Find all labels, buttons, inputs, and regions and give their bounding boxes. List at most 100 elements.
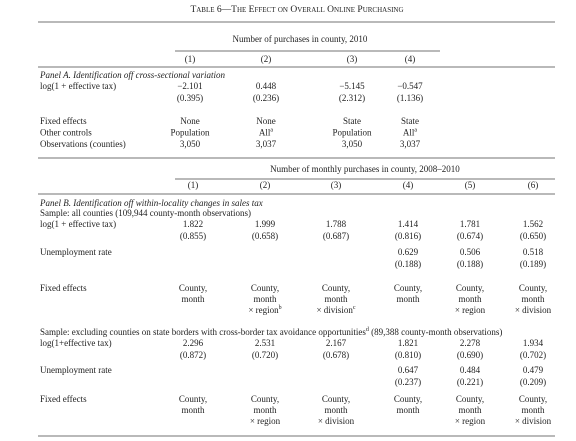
- table-cell: × region: [455, 416, 486, 426]
- estimate: 1.821: [398, 338, 418, 348]
- standard-error: (0.872): [180, 350, 206, 360]
- table-cell: × division: [318, 416, 355, 426]
- standard-error: (0.650): [520, 231, 546, 241]
- table-cell: Alla: [403, 128, 418, 138]
- table-cell: 3,037: [256, 139, 277, 149]
- estimate: 1.999: [255, 219, 276, 229]
- table-cell: County,: [251, 283, 279, 293]
- estimate: −2.101: [177, 81, 202, 91]
- table-cell: × region: [250, 416, 281, 426]
- table-cell-text: × region: [248, 305, 279, 315]
- sample-label: Sample: all counties (109,944 county-mon…: [40, 208, 251, 218]
- table-cell: County,: [456, 394, 484, 404]
- standard-error: (0.189): [520, 259, 546, 269]
- table-cell: County,: [394, 394, 422, 404]
- standard-error: (0.816): [395, 231, 421, 241]
- panel-label: Panel B. Identification off within-local…: [39, 198, 263, 208]
- footnote-mark: d: [366, 327, 369, 333]
- table-cell: × division: [515, 416, 552, 426]
- row-label: Other controls: [40, 128, 92, 138]
- row-label: log(1+effective tax): [40, 338, 112, 348]
- estimate: 1.781: [460, 219, 480, 229]
- sample-label: Sample: excluding counties on state bord…: [40, 327, 502, 337]
- standard-error: (0.855): [180, 231, 206, 241]
- table-cell: 3,050: [180, 139, 201, 149]
- standard-error: (0.658): [252, 231, 278, 241]
- estimate: 0.479: [523, 365, 544, 375]
- footnote-mark: b: [279, 305, 282, 311]
- column-number: (4): [403, 180, 414, 190]
- table-cell: month: [396, 294, 420, 304]
- table-title: Table 6—The Effect on Overall Online Pur…: [190, 5, 403, 15]
- estimate: 0.484: [460, 365, 481, 375]
- standard-error: (0.237): [395, 377, 421, 387]
- table-cell: month: [396, 405, 420, 415]
- table-cell: month: [521, 294, 545, 304]
- standard-error: (0.690): [457, 350, 483, 360]
- table-cell: County,: [322, 283, 350, 293]
- footnote-mark: a: [414, 128, 417, 134]
- row-label: log(1 + effective tax): [40, 81, 116, 91]
- table-cell: None: [256, 116, 276, 126]
- standard-error: (0.188): [395, 259, 421, 269]
- column-number: (2): [261, 54, 272, 64]
- panel-label: Panel A. Identification off cross-sectio…: [39, 70, 225, 80]
- table-cell: month: [458, 405, 482, 415]
- table-cell: 3,050: [342, 139, 363, 149]
- table-cell: month: [253, 405, 277, 415]
- column-number: (6): [528, 180, 539, 190]
- column-number: (3): [347, 54, 358, 64]
- standard-error: (0.720): [252, 350, 278, 360]
- column-number: (1): [185, 54, 196, 64]
- sample-label-text: (89,388 county-month observations): [369, 327, 502, 337]
- standard-error: (2.312): [339, 93, 365, 103]
- standard-error: (0.236): [253, 93, 279, 103]
- table-cell: Population: [332, 128, 372, 138]
- column-group-header: Number of purchases in county, 2010: [233, 34, 368, 44]
- table-cell: County,: [251, 394, 279, 404]
- table-cell: × region: [455, 305, 486, 315]
- estimate: 2.278: [460, 338, 481, 348]
- table-cell-text: × division: [316, 305, 353, 315]
- table-cell: × regionb: [248, 305, 281, 315]
- table-cell: month: [181, 294, 205, 304]
- column-number: (1): [188, 180, 199, 190]
- estimate: 0.448: [256, 81, 277, 91]
- standard-error: (0.702): [520, 350, 546, 360]
- standard-error: (0.678): [323, 350, 349, 360]
- table-cell: State: [343, 116, 361, 126]
- estimate: 0.518: [523, 247, 544, 257]
- estimate: 1.822: [183, 219, 203, 229]
- row-label: Unemployment rate: [40, 365, 112, 375]
- estimate: 2.167: [326, 338, 347, 348]
- table-cell: County,: [179, 394, 207, 404]
- estimate: 0.647: [398, 365, 419, 375]
- column-number: (2): [260, 180, 271, 190]
- estimate: 1.562: [523, 219, 543, 229]
- estimate: 1.788: [326, 219, 347, 229]
- estimate: 1.934: [523, 338, 544, 348]
- footnote-mark: c: [353, 305, 356, 311]
- table-cell: × divisionc: [316, 305, 355, 315]
- table-cell-text: All: [259, 128, 271, 138]
- standard-error: (0.395): [177, 93, 203, 103]
- row-label: Fixed effects: [40, 283, 87, 293]
- table-cell: County,: [519, 394, 547, 404]
- table-cell: State: [401, 116, 419, 126]
- row-label: log(1 + effective tax): [40, 219, 116, 229]
- estimate: 2.531: [255, 338, 275, 348]
- standard-error: (0.209): [520, 377, 546, 387]
- footnote-mark: a: [270, 128, 273, 134]
- row-label: Unemployment rate: [40, 247, 112, 257]
- standard-error: (0.188): [457, 259, 483, 269]
- table-cell: month: [324, 294, 348, 304]
- estimate: 0.506: [460, 247, 481, 257]
- standard-error: (0.687): [323, 231, 349, 241]
- table-cell-text: All: [403, 128, 415, 138]
- table-cell: month: [324, 405, 348, 415]
- table-cell: County,: [322, 394, 350, 404]
- row-label: Fixed effects: [40, 394, 87, 404]
- row-label: Fixed effects: [40, 116, 87, 126]
- estimate: 1.414: [398, 219, 419, 229]
